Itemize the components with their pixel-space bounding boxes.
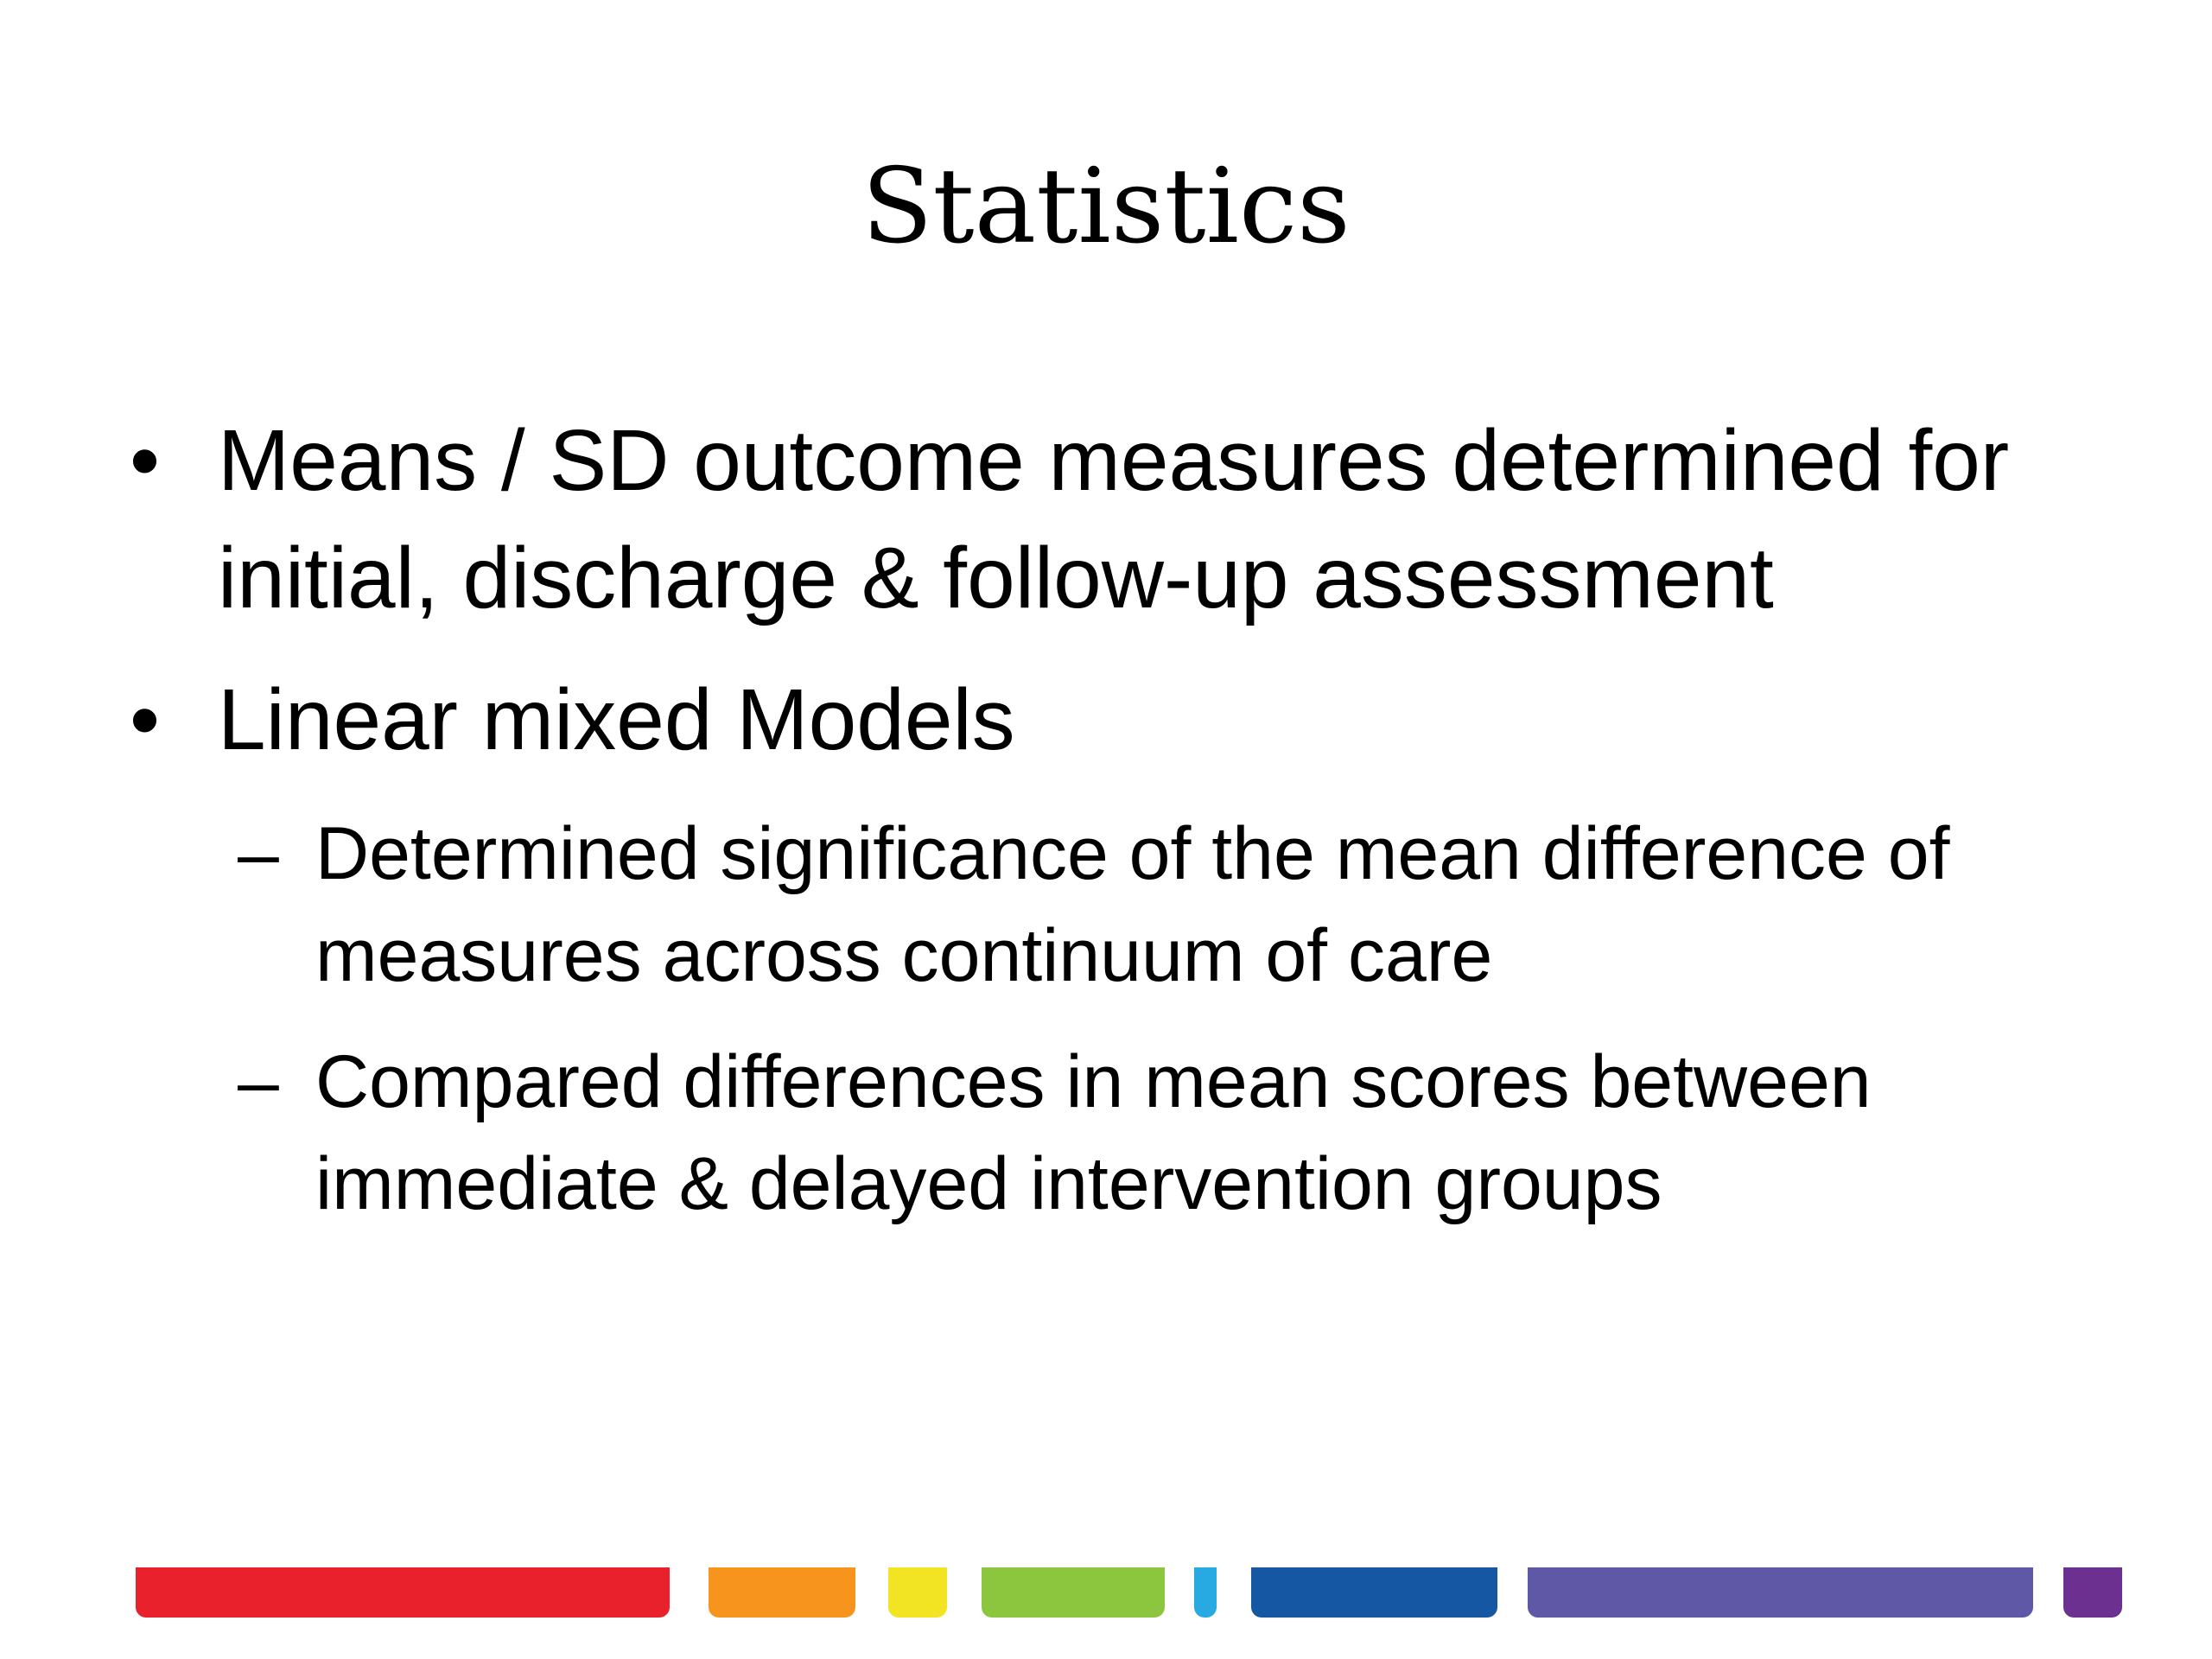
- footer-bar-orange: [709, 1567, 855, 1618]
- bullet-item-1: • Means / SD outcome measures determined…: [130, 402, 2117, 637]
- footer-bar-green: [982, 1567, 1165, 1618]
- footer-bar-yellow: [888, 1567, 947, 1618]
- sub-bullet-text: Determined significance of the mean diff…: [315, 812, 1950, 997]
- bullet-marker: •: [130, 671, 161, 768]
- dash-marker: –: [238, 812, 279, 895]
- sub-bullet-list: – Determined significance of the mean di…: [130, 803, 2117, 1235]
- sub-bullet-item-1: – Determined significance of the mean di…: [130, 803, 2117, 1007]
- sub-bullet-text: Compared differences in mean scores betw…: [315, 1040, 1872, 1225]
- bullet-item-2: • Linear mixed Models: [130, 661, 2117, 779]
- dash-marker: –: [238, 1040, 279, 1123]
- bullet-text: Means / SD outcome measures determined f…: [218, 412, 2010, 626]
- bullet-text: Linear mixed Models: [218, 671, 1015, 768]
- footer-bar-red: [136, 1567, 670, 1618]
- footer-bar-blue: [1251, 1567, 1497, 1618]
- slide-body: • Means / SD outcome measures determined…: [130, 402, 2117, 1259]
- footer-bar-indigo: [1528, 1567, 2033, 1618]
- footer-bar-light-blue: [1194, 1567, 1217, 1618]
- bullet-marker: •: [130, 412, 161, 509]
- footer-bar-purple: [2063, 1567, 2122, 1618]
- slide-title: Statistics: [861, 147, 1351, 267]
- sub-bullet-item-2: – Compared differences in mean scores be…: [130, 1031, 2117, 1235]
